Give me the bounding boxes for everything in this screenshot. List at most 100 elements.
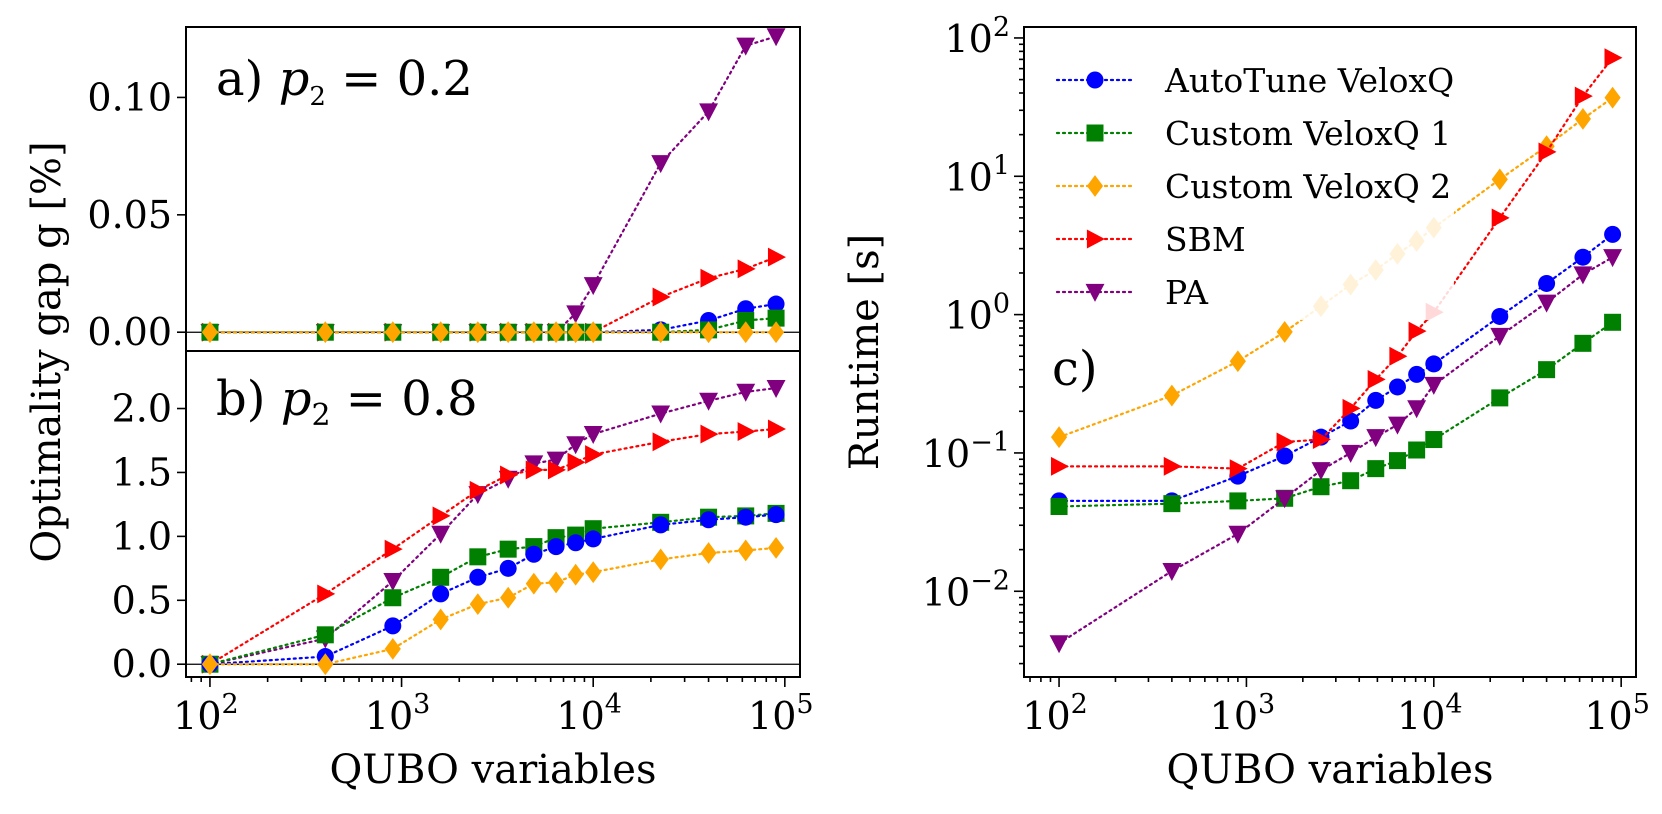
- series-line-autotune-veloxq: [208, 513, 778, 666]
- data-point-custom-veloxq-1: [1538, 361, 1556, 379]
- series-line-sbm: [208, 427, 778, 666]
- data-point-custom-veloxq-2: [469, 321, 486, 344]
- legend-label: AutoTune VeloxQ: [1164, 61, 1454, 100]
- legend-marker: [1086, 124, 1104, 142]
- data-point-custom-veloxq-2: [547, 571, 565, 594]
- data-point-autotune-veloxq: [1538, 274, 1556, 292]
- data-point-custom-veloxq-1: [1163, 495, 1181, 513]
- data-point-autotune-veloxq: [1425, 355, 1443, 373]
- panel-b: 0.0 0.5 1.0 1.5 2.0 102 103 104 105 b) p2 = 0.8…: [112, 350, 814, 793]
- data-point-sbm: [469, 480, 488, 500]
- data-point-custom-veloxq-2: [585, 561, 602, 584]
- legend-background: [1036, 40, 1454, 320]
- series-line-sbm: [1057, 56, 1614, 470]
- data-point-sbm: [737, 422, 756, 441]
- data-point-pa: [1228, 525, 1248, 544]
- legend-marker: [1086, 175, 1104, 197]
- tick-label: 102: [1022, 689, 1088, 738]
- data-point-custom-veloxq-2: [432, 608, 449, 631]
- panel-c-x-axis-label: QUBO variables: [1167, 747, 1494, 793]
- data-point-sbm: [317, 584, 336, 604]
- data-point-sbm: [1342, 398, 1361, 418]
- data-point-pa: [699, 392, 719, 411]
- tick-label: 101: [944, 150, 1010, 199]
- data-point-custom-veloxq-2: [567, 321, 584, 344]
- data-point-custom-veloxq-1: [737, 311, 755, 329]
- series-line-autotune-veloxq: [208, 302, 778, 334]
- left-y-axis-label: Optimality gap g [%]: [24, 141, 70, 562]
- data-point-pa: [1388, 416, 1407, 435]
- data-point-pa: [766, 379, 786, 398]
- data-point-pa: [1366, 429, 1386, 448]
- series-sbm: [1050, 48, 1623, 479]
- data-point-sbm: [1163, 456, 1182, 476]
- data-point-custom-veloxq-1: [1342, 472, 1360, 490]
- data-point-autotune-veloxq: [1491, 307, 1509, 325]
- tick-label: 10−1: [922, 427, 1010, 476]
- data-point-sbm: [1050, 456, 1069, 476]
- data-point-sbm: [1408, 321, 1427, 341]
- panel-c-frame: [1023, 26, 1637, 678]
- data-point-sbm: [652, 287, 671, 307]
- data-point-autotune-veloxq: [1388, 378, 1406, 396]
- data-point-custom-veloxq-1: [1229, 492, 1247, 510]
- panel-b-y-ticks: 0.0 0.5 1.0 1.5 2.0: [112, 387, 186, 686]
- data-point-custom-veloxq-1: [1312, 478, 1330, 496]
- data-point-sbm: [1312, 430, 1331, 449]
- data-point-pa: [1537, 294, 1557, 313]
- data-point-custom-veloxq-2: [201, 321, 219, 344]
- legend-entry-pa: PA: [1055, 273, 1209, 312]
- data-point-autotune-veloxq: [767, 295, 785, 313]
- data-point-custom-veloxq-2: [525, 572, 542, 595]
- data-point-custom-veloxq-2: [1491, 168, 1508, 191]
- data-point-custom-veloxq-1: [1408, 441, 1426, 459]
- legend-entry-sbm: SBM: [1055, 220, 1246, 259]
- data-point-sbm: [525, 460, 544, 480]
- data-point-autotune-veloxq: [547, 538, 565, 556]
- data-point-sbm: [1367, 369, 1386, 389]
- y-tick-label: 0.5: [112, 578, 172, 622]
- data-point-autotune-veloxq: [469, 568, 487, 586]
- data-point-autotune-veloxq: [1342, 412, 1360, 430]
- data-point-custom-veloxq-2: [737, 539, 754, 562]
- data-point-pa: [566, 436, 586, 455]
- data-point-pa: [1275, 490, 1295, 509]
- data-point-custom-veloxq-1: [499, 540, 517, 558]
- data-point-custom-veloxq-1: [469, 548, 487, 566]
- data-point-autotune-veloxq: [737, 508, 755, 526]
- data-point-autotune-veloxq: [384, 617, 402, 635]
- data-point-pa: [1341, 444, 1361, 463]
- data-point-pa: [736, 383, 756, 402]
- data-point-autotune-veloxq: [567, 534, 585, 552]
- data-point-pa: [583, 277, 603, 296]
- panel-a-label: a) p2 = 0.2: [216, 51, 473, 112]
- series-line-pa: [208, 386, 778, 666]
- data-point-sbm: [1538, 142, 1557, 162]
- data-point-custom-veloxq-1: [432, 568, 450, 586]
- data-point-custom-veloxq-2: [547, 321, 565, 344]
- tick-label: 104: [556, 689, 622, 738]
- data-point-custom-veloxq-2: [700, 321, 717, 344]
- legend-label: Custom VeloxQ 1: [1165, 114, 1451, 153]
- legend-entry-custom-veloxq-1: Custom VeloxQ 1: [1055, 114, 1451, 153]
- data-point-autotune-veloxq: [700, 511, 718, 529]
- data-point-pa: [1573, 266, 1593, 285]
- data-point-pa: [431, 525, 451, 544]
- data-point-autotune-veloxq: [1574, 248, 1592, 266]
- data-point-pa: [583, 425, 603, 444]
- data-point-sbm: [767, 247, 786, 267]
- data-point-autotune-veloxq: [525, 545, 543, 563]
- tick-label: 104: [1397, 689, 1463, 738]
- series-line-custom-veloxq-1: [208, 512, 778, 666]
- data-point-custom-veloxq-2: [767, 536, 785, 559]
- series-autotune-veloxq: [201, 295, 785, 341]
- data-point-pa: [566, 305, 586, 324]
- data-point-custom-veloxq-2: [652, 321, 669, 344]
- data-point-pa: [1407, 400, 1427, 419]
- series-custom-veloxq-1: [201, 309, 785, 341]
- series-line-pa: [1057, 256, 1614, 645]
- legend: AutoTune VeloxQ Custom VeloxQ 1 Custom Vel…: [1036, 40, 1454, 320]
- data-point-autotune-veloxq: [499, 559, 517, 577]
- data-point-autotune-veloxq: [1367, 391, 1385, 409]
- data-point-custom-veloxq-2: [432, 321, 449, 344]
